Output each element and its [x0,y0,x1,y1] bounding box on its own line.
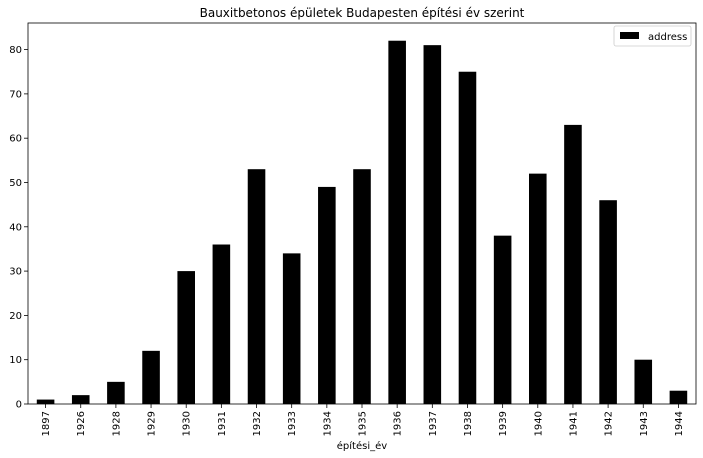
plot-area [36,40,688,405]
bar-1897 [36,399,55,404]
x-tick-label: 1929 [147,411,158,436]
bar-1937 [423,45,442,405]
x-tick-label: 1928 [111,411,122,436]
x-tick-label: 1939 [498,411,509,436]
x-tick-label: 1932 [252,411,263,436]
bar-1931 [212,244,231,404]
y-tick-label: 40 [9,222,22,233]
x-tick-label: 1934 [322,411,333,436]
legend: address [613,25,692,47]
x-axis-label: építési_év [337,440,387,452]
chart-title: Bauxitbetonos épületek Budapesten építés… [200,6,525,20]
y-tick-label: 50 [9,178,22,189]
x-tick-label: 1941 [568,411,579,436]
y-tick-label: 20 [9,311,22,322]
bar-1932 [247,169,266,404]
x-tick-label: 1937 [428,411,439,436]
x-tick-label: 1940 [533,411,544,436]
bar-1926 [71,395,90,404]
bar-1935 [353,169,371,404]
bar-1939 [493,235,512,404]
y-tick-label: 80 [9,45,22,56]
x-tick-label: 1897 [41,411,52,436]
y-axis: 0 10 20 30 40 50 60 70 80 [9,45,28,411]
x-axis: 1897 1926 1928 1929 1930 1931 1932 1933 1934 1935… [41,404,685,436]
bar-1929 [142,350,160,404]
bar-1928 [107,381,125,404]
bar-1938 [458,71,477,405]
bar-1934 [318,186,336,404]
bar-1930 [177,271,195,404]
x-tick-label: 1931 [217,411,228,436]
bar-1941 [564,124,582,404]
x-tick-label: 1933 [287,411,298,436]
x-tick-label: 1930 [182,411,193,436]
x-tick-label: 1926 [76,411,87,436]
x-tick-label: 1938 [463,411,474,436]
y-tick-label: 70 [9,89,22,100]
x-tick-label: 1935 [358,411,369,436]
bar-1943 [634,359,653,404]
bar-1933 [282,253,301,404]
x-tick-label: 1943 [639,411,650,436]
y-tick-label: 30 [9,267,22,278]
bar-1942 [599,200,617,404]
y-tick-label: 10 [9,355,22,366]
bar-1936 [388,40,406,404]
bar-1940 [529,173,547,404]
x-tick-label: 1944 [674,411,685,436]
y-tick-label: 60 [9,134,22,145]
bar-1944 [669,390,688,404]
legend-swatch [620,32,639,39]
x-tick-label: 1936 [393,411,404,436]
legend-entry-address: address [648,32,687,43]
y-tick-label: 0 [16,400,22,411]
x-tick-label: 1942 [604,411,615,436]
legend-box [613,25,692,47]
